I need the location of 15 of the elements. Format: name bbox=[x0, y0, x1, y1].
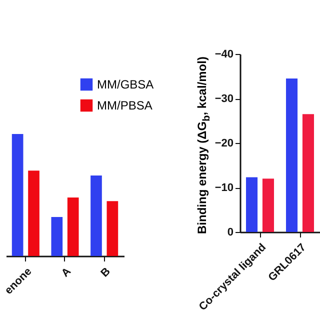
bar bbox=[28, 170, 40, 256]
y-tick-label: −40 bbox=[214, 48, 234, 60]
y-tick-label: 0 bbox=[227, 226, 234, 238]
x-tick-label: A bbox=[59, 265, 74, 280]
legend-label: MM/GBSA bbox=[97, 78, 154, 92]
y-tick-label: −30 bbox=[214, 93, 234, 105]
x-tick-label: B bbox=[98, 265, 113, 280]
legend-label: MM/PBSA bbox=[97, 98, 152, 112]
bar bbox=[67, 197, 79, 256]
y-tick-label: −10 bbox=[214, 182, 234, 194]
y-tick-label: −20 bbox=[214, 138, 234, 150]
bar bbox=[90, 175, 102, 256]
bar bbox=[12, 134, 24, 256]
bar bbox=[51, 216, 63, 256]
bar bbox=[106, 201, 118, 256]
